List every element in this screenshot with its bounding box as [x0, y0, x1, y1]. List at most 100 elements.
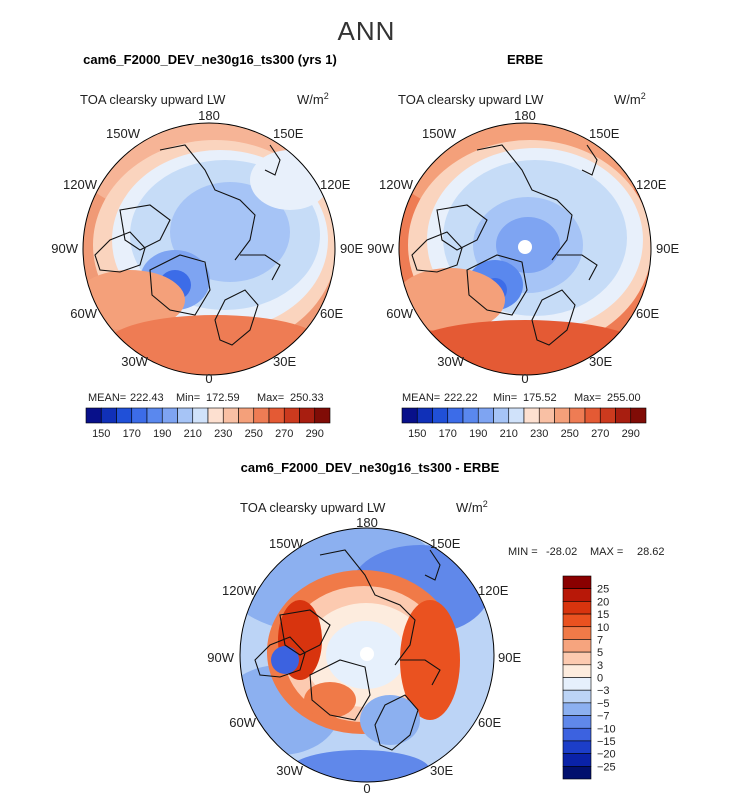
- figure-title: ANN: [337, 16, 396, 46]
- panel-3-label-0: 0: [363, 781, 370, 796]
- svg-text:MEAN=: MEAN=: [402, 392, 440, 404]
- panel-2-label-180: 180: [514, 108, 536, 123]
- panel-1-label-120w: 120W: [63, 177, 98, 192]
- svg-text:222.22: 222.22: [444, 392, 478, 404]
- colorbar-label: 20: [597, 596, 609, 608]
- colorbar-label: 170: [439, 428, 457, 440]
- panel-1-label-60w: 60W: [70, 306, 97, 321]
- svg-text:Min=: Min=: [493, 392, 517, 404]
- colorbar-swatch: [562, 715, 592, 729]
- panel-3-label-60w: 60W: [229, 715, 256, 730]
- colorbar-swatch: [299, 407, 316, 424]
- svg-text:28.62: 28.62: [637, 546, 665, 558]
- colorbar-label: 0: [597, 673, 603, 685]
- panel-1-stats: MEAN= 222.43 Min= 172.59 Max= 250.33: [88, 392, 324, 404]
- svg-text:MAX =: MAX =: [590, 546, 623, 558]
- colorbar-label: 210: [184, 428, 202, 440]
- panel-1-label-0: 0: [205, 371, 212, 386]
- colorbar-swatch: [562, 766, 592, 780]
- colorbar-label: 230: [214, 428, 232, 440]
- colorbar-swatch: [192, 407, 209, 424]
- panel-3-variable: TOA clearsky upward LW: [240, 500, 386, 515]
- colorbar-swatch: [562, 740, 592, 754]
- colorbar-swatch: [562, 727, 592, 742]
- colorbar-swatch: [131, 407, 148, 424]
- panel-2-label-120w: 120W: [379, 177, 414, 192]
- colorbar-swatch: [562, 677, 592, 691]
- colorbar-swatch: [562, 588, 592, 602]
- colorbar-swatch: [314, 407, 331, 424]
- colorbar-swatch: [222, 407, 239, 424]
- colorbar-label: 150: [92, 428, 110, 440]
- panel-2-label-150e: 150E: [589, 126, 620, 141]
- panel-1-label-180: 180: [198, 108, 220, 123]
- colorbar-swatch: [477, 407, 494, 424]
- svg-text:172.59: 172.59: [206, 392, 240, 404]
- colorbar-swatch: [562, 689, 592, 704]
- panel-1-label-150e: 150E: [273, 126, 304, 141]
- colorbar-swatch: [268, 407, 285, 424]
- svg-text:MIN =: MIN =: [508, 546, 538, 558]
- colorbar-swatch: [599, 407, 616, 424]
- panel-1-label-90w: 90W: [51, 241, 78, 256]
- panel-2-units: W/m2: [614, 91, 646, 107]
- panel-1-label-90e: 90E: [340, 241, 363, 256]
- svg-text:Max=: Max=: [574, 392, 601, 404]
- panel-2-label-0: 0: [521, 371, 528, 386]
- colorbar-label: 190: [469, 428, 487, 440]
- panel-2-label-60w: 60W: [386, 306, 413, 321]
- colorbar-swatch: [447, 407, 464, 424]
- panel-2-stats: MEAN= 222.22 Min= 175.52 Max= 255.00: [402, 392, 641, 404]
- colorbar-label: 250: [561, 428, 579, 440]
- colorbar-swatch: [253, 407, 270, 424]
- colorbar-swatch: [523, 407, 540, 424]
- colorbar-swatch: [146, 407, 163, 424]
- panel-3-title: cam6_F2000_DEV_ne30g16_ts300 - ERBE: [240, 460, 500, 475]
- colorbar-label: −10: [597, 723, 616, 735]
- panel-3-label-120e: 120E: [478, 583, 509, 598]
- svg-text:255.00: 255.00: [607, 392, 641, 404]
- colorbar-swatch: [493, 407, 510, 424]
- colorbar-swatch: [615, 407, 632, 424]
- panel-1-map: TOA clearsky upward LW W/m2 180 0: [51, 91, 363, 440]
- panel-3-label-180: 180: [356, 515, 378, 530]
- colorbar-label: −15: [597, 736, 616, 748]
- colorbar-label: −20: [597, 749, 616, 761]
- panel-3-label-150e: 150E: [430, 536, 461, 551]
- panel-2-map: TOA clearsky upward LW W/m2 180: [367, 91, 679, 440]
- colorbar-label: 15: [597, 609, 609, 621]
- colorbar-swatch: [562, 601, 592, 615]
- colorbar-swatch: [562, 613, 592, 628]
- panel-3-label-30e: 30E: [430, 763, 453, 778]
- colorbar-swatch: [100, 407, 117, 424]
- colorbar-swatch: [432, 407, 449, 424]
- colorbar-swatch: [562, 575, 592, 589]
- panel-2-label-30e: 30E: [589, 354, 612, 369]
- colorbar-swatch: [116, 407, 133, 424]
- panel-3-units: W/m2: [456, 499, 488, 515]
- colorbar-label: 230: [530, 428, 548, 440]
- panel-3-label-90e: 90E: [498, 650, 521, 665]
- colorbar-swatch: [562, 702, 592, 716]
- svg-text:175.52: 175.52: [523, 392, 557, 404]
- colorbar-label: 150: [408, 428, 426, 440]
- panel-1-label-120e: 120E: [320, 177, 351, 192]
- svg-text:Min=: Min=: [176, 392, 200, 404]
- colorbar-label: 25: [597, 584, 609, 596]
- panel-1-title: cam6_F2000_DEV_ne30g16_ts300 (yrs 1): [83, 52, 337, 67]
- colorbar-swatch: [562, 651, 592, 666]
- panel-1-label-30e: 30E: [273, 354, 296, 369]
- svg-text:-28.02: -28.02: [546, 546, 577, 558]
- colorbar-swatch: [401, 407, 418, 424]
- colorbar-label: 170: [123, 428, 141, 440]
- colorbar-label: 10: [597, 622, 609, 634]
- colorbar-label: 270: [275, 428, 293, 440]
- colorbar-label: 270: [591, 428, 609, 440]
- svg-text:222.43: 222.43: [130, 392, 164, 404]
- panel-2-title: ERBE: [506, 52, 544, 67]
- svg-text:MEAN=: MEAN=: [88, 392, 126, 404]
- colorbar-label: 5: [597, 647, 603, 659]
- colorbar-swatch: [161, 407, 178, 424]
- colorbar-swatch: [177, 407, 194, 424]
